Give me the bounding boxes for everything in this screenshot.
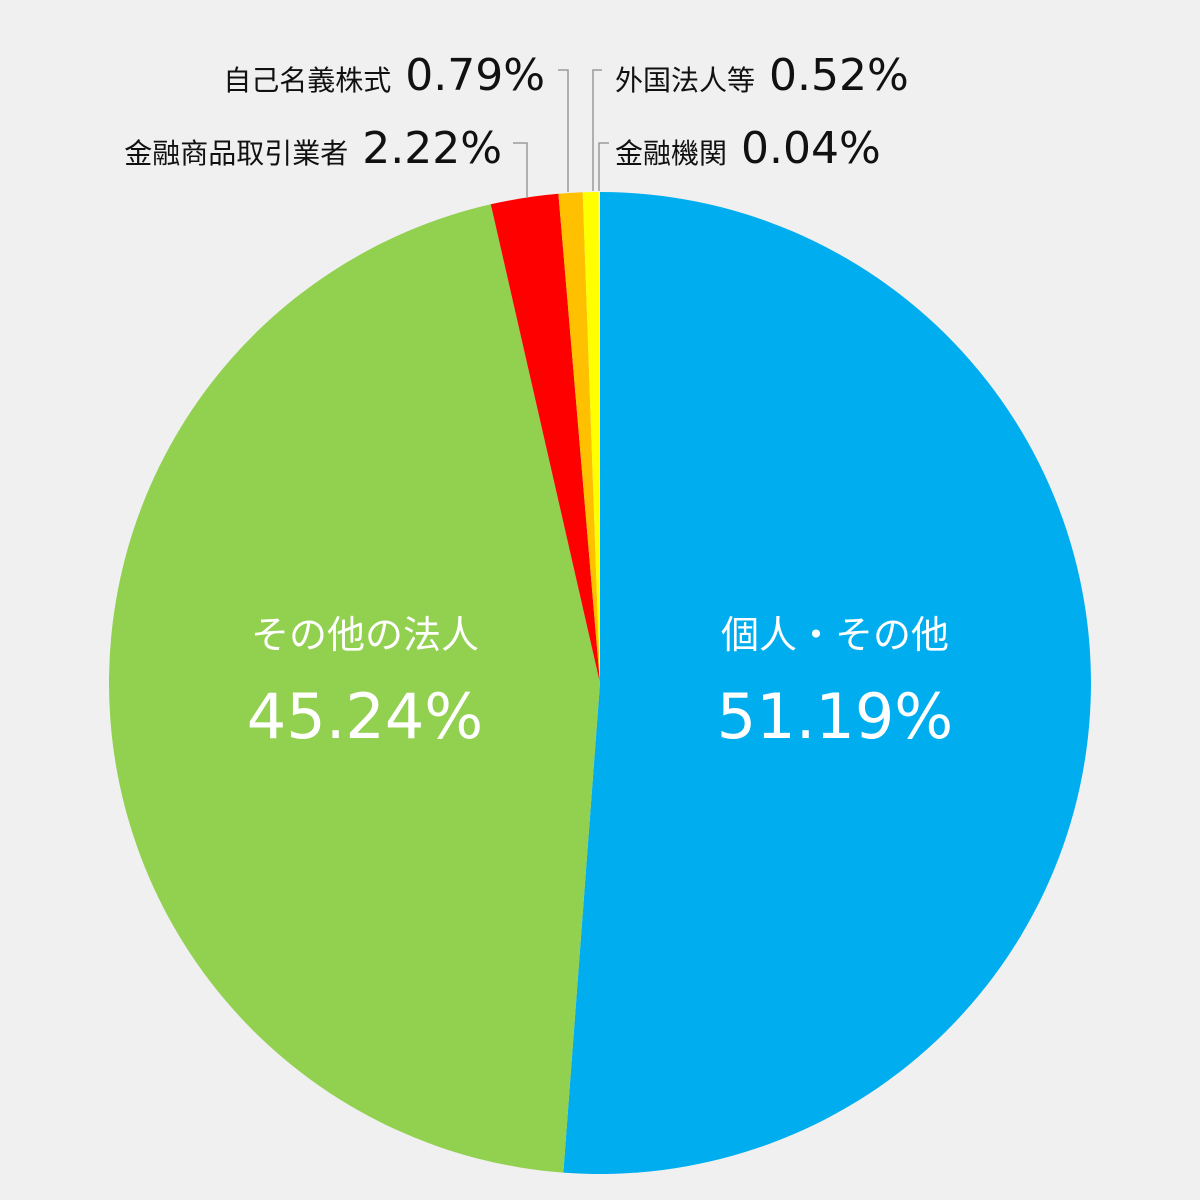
slice-labels: 個人・その他 51.19% その他の法人 45.24% 金融商品取引業者 2.22… [124, 50, 953, 753]
slice-sonota-hojin [108, 204, 600, 1173]
leader-line-kinyu-shohin [513, 142, 528, 198]
label-gaikoku: 外国法人等 0.52% [615, 50, 909, 101]
label-kojin-name: 個人・その他 [721, 613, 949, 657]
label-kinyu-kikan: 金融機関 0.04% [615, 123, 881, 174]
label-jiko-meigi-value: 0.79% [405, 50, 545, 101]
label-sonota-hojin-name: その他の法人 [251, 613, 479, 657]
label-kojin-value: 51.19% [717, 680, 953, 753]
leader-line-gaikoku [592, 69, 602, 191]
pie-slices [108, 191, 1091, 1174]
label-jiko-meigi: 自己名義株式 0.79% [223, 50, 545, 101]
slice-kinyu-kikan [598, 191, 600, 683]
label-kinyu-shohin: 金融商品取引業者 2.22% [124, 123, 502, 174]
label-kinyu-kikan-value: 0.04% [741, 123, 881, 174]
leader-line-kinyu-kikan [598, 142, 609, 191]
label-gaikoku-value: 0.52% [769, 50, 909, 101]
label-kinyu-shohin-value: 2.22% [362, 123, 502, 174]
leader-lines [513, 69, 609, 198]
leader-line-jiko-meigi [558, 69, 569, 192]
label-kinyu-kikan-name: 金融機関 [615, 137, 727, 170]
slice-jiko-meigi [558, 192, 600, 684]
label-sonota-hojin-value: 45.24% [247, 680, 483, 753]
label-kinyu-shohin-name: 金融商品取引業者 [124, 137, 348, 170]
label-jiko-meigi-name: 自己名義株式 [223, 64, 391, 97]
slice-gaikoku-hojin [582, 192, 600, 683]
label-gaikoku-name: 外国法人等 [615, 64, 755, 97]
slice-kinyu-shohin [490, 193, 600, 683]
slice-kojin-sonota [563, 192, 1091, 1174]
